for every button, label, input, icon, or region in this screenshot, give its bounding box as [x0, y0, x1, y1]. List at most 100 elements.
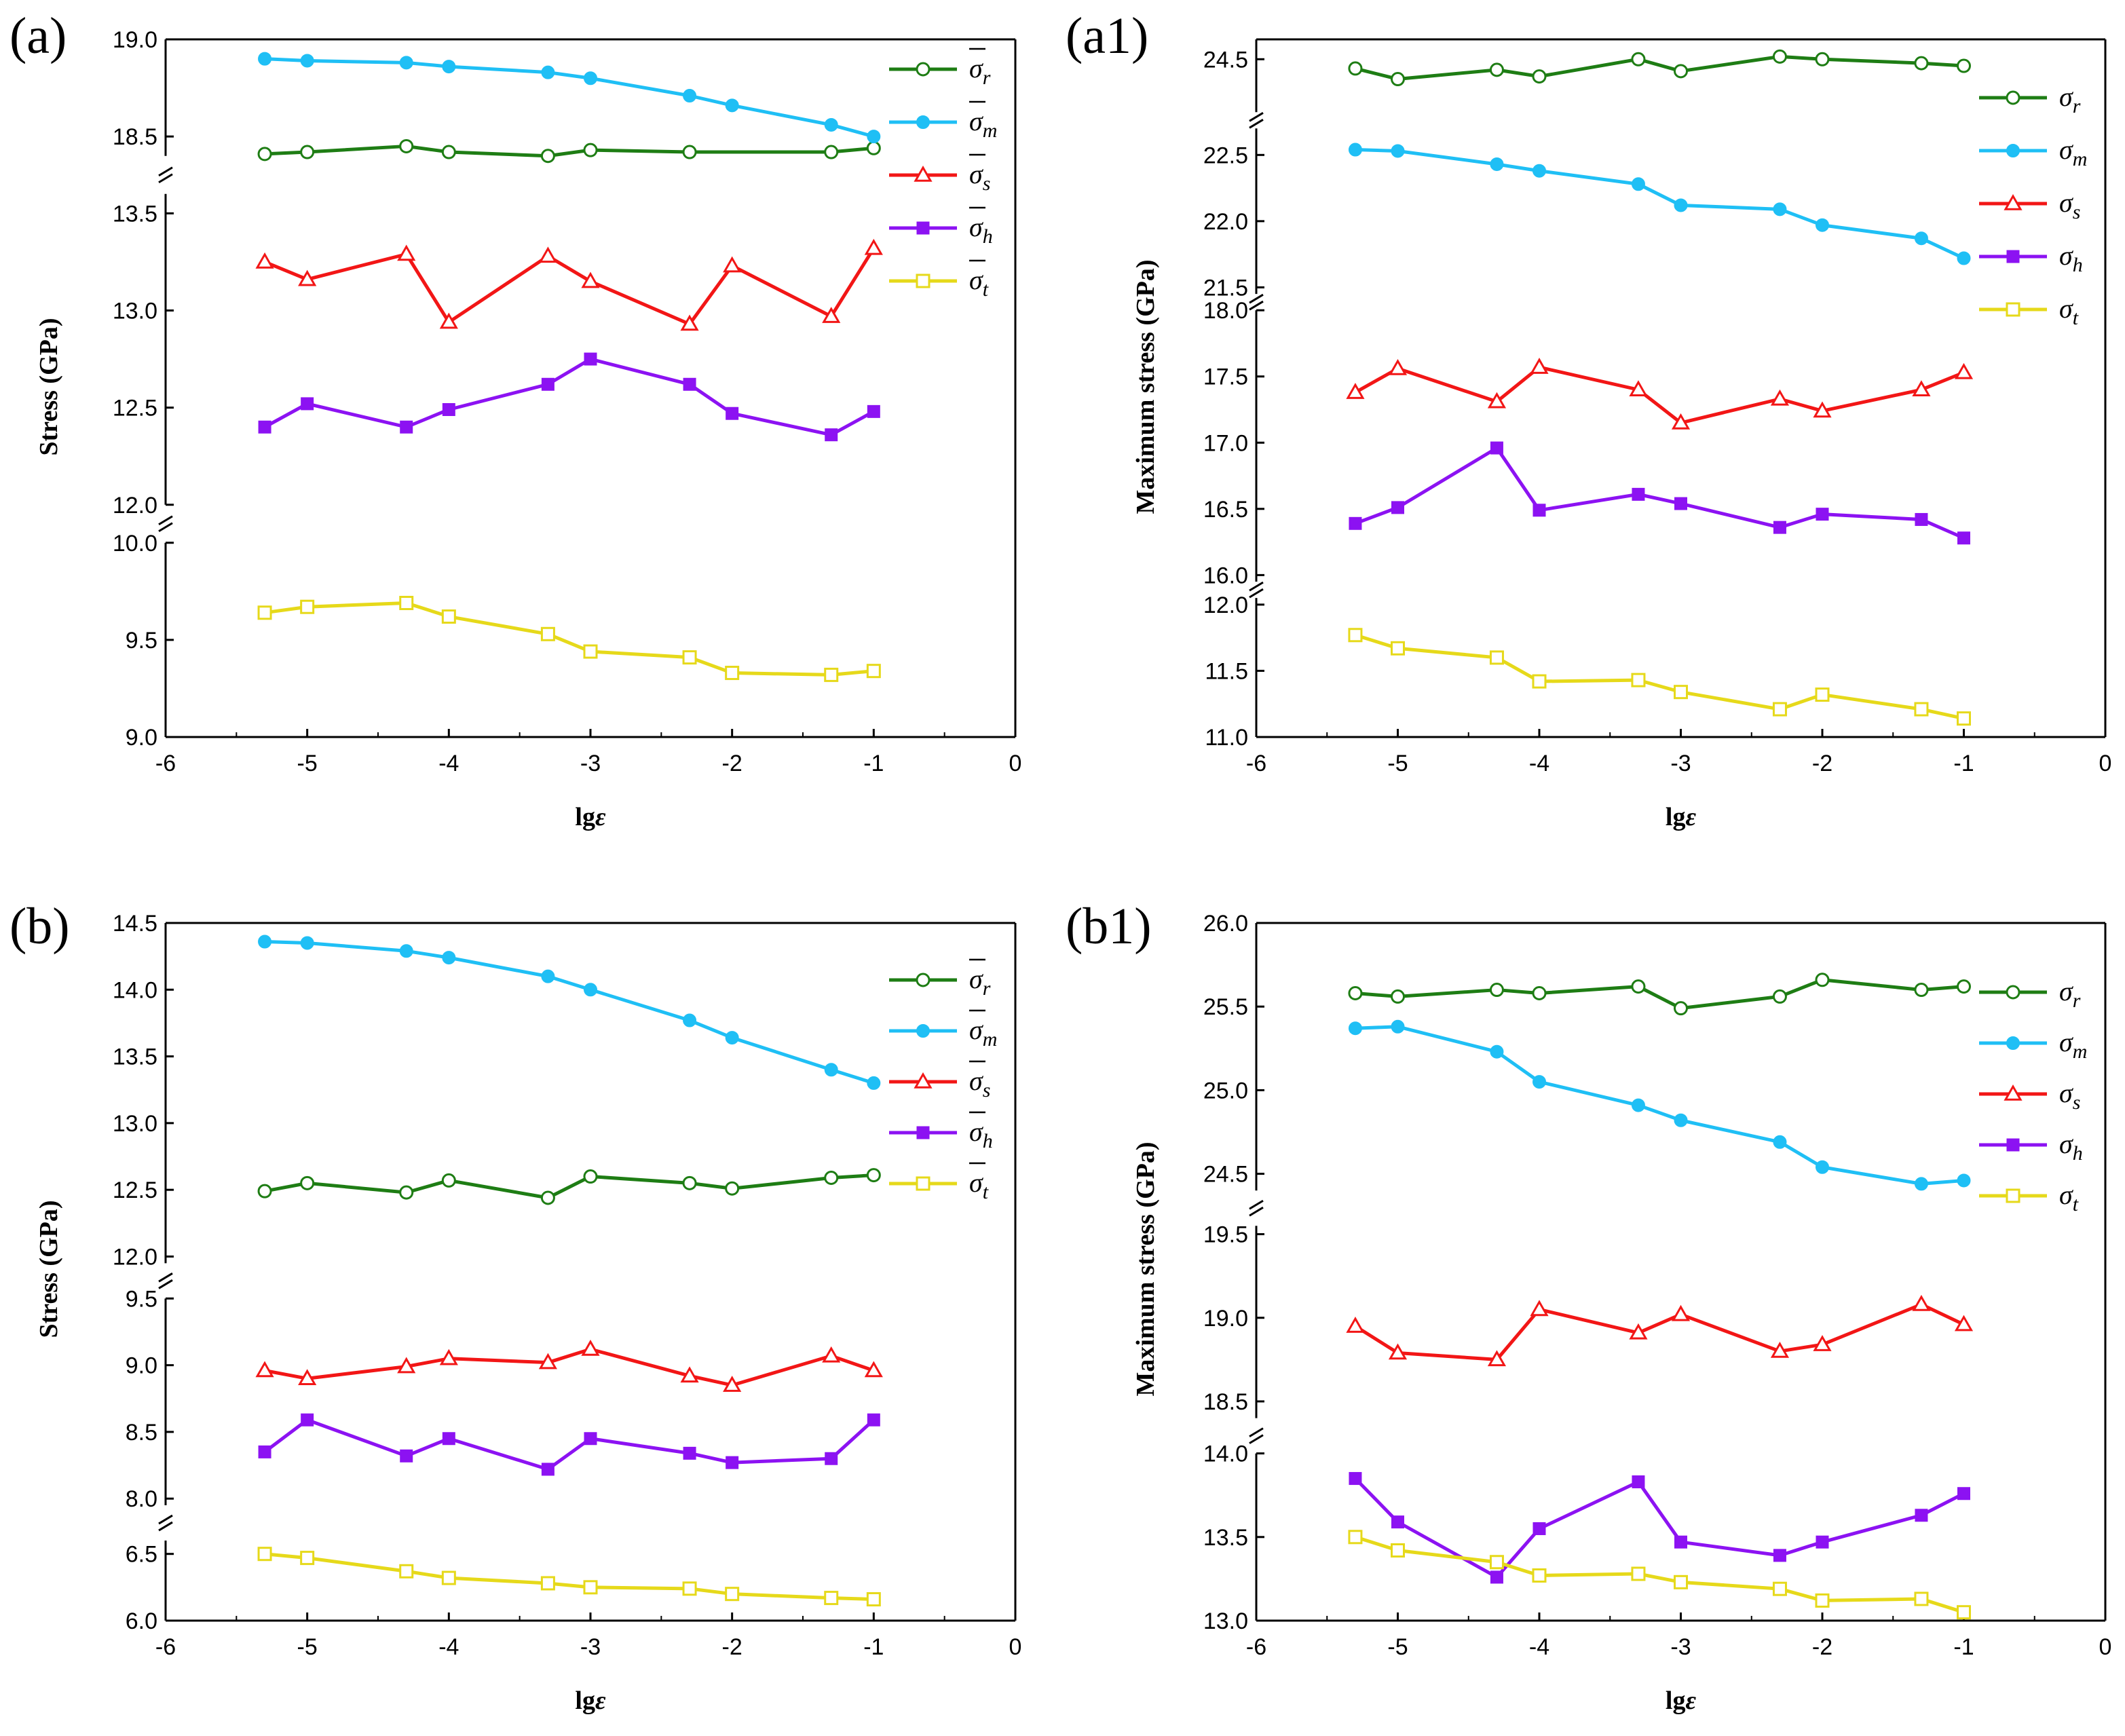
- data-point-h: [584, 1432, 597, 1446]
- y-tick-label: 13.5: [1203, 1525, 1248, 1551]
- y-tick-label: 6.0: [126, 1608, 157, 1634]
- data-point-h: [1915, 1509, 1928, 1522]
- data-point-h: [726, 407, 739, 420]
- x-axis-title-var: ε: [595, 803, 606, 831]
- data-point-h: [1532, 1522, 1546, 1535]
- data-point-h: [1773, 1549, 1786, 1562]
- data-point-t: [257, 1547, 272, 1562]
- data-point-h: [1349, 516, 1362, 530]
- series-s: [255, 1340, 883, 1392]
- legend-marker-s: [914, 165, 933, 182]
- data-point-m: [1773, 1135, 1787, 1149]
- data-point-s: [397, 244, 416, 261]
- series-line-s: [1354, 365, 1965, 425]
- legend-subscript: r: [2073, 95, 2081, 117]
- y-tick-label: 8.0: [126, 1486, 157, 1512]
- data-point-s: [864, 1361, 883, 1378]
- legend-label-m: σm: [2059, 1027, 2087, 1063]
- y-axis-title: Maximum stress (GPa): [1131, 259, 1160, 514]
- legend-label-h: σh: [969, 212, 993, 248]
- series-line-m: [264, 57, 874, 138]
- y-tick-label: 25.0: [1203, 1078, 1248, 1103]
- y-tick-label: 18.0: [1203, 298, 1248, 324]
- x-tick-label: -2: [722, 751, 742, 776]
- legend-symbol: σ: [2059, 134, 2073, 165]
- data-point-s: [255, 252, 274, 269]
- data-point-r: [1674, 1001, 1688, 1016]
- data-point-t: [1914, 1591, 1929, 1606]
- data-point-t: [540, 1576, 555, 1591]
- legend-marker-h: [916, 221, 930, 235]
- y-tick-label: 18.5: [113, 124, 157, 150]
- data-point-m: [683, 1013, 697, 1027]
- series-s: [255, 238, 883, 331]
- chart-panel-b1: 13.0 13.5 14.0 18.5 19.0 19.5 24.5 25.0 25.5 26.0…: [1066, 898, 2111, 1715]
- y-tick-label: 22.5: [1203, 143, 1248, 168]
- data-point-t: [399, 1564, 414, 1579]
- data-point-r: [1815, 973, 1830, 987]
- series-line-r: [264, 1173, 874, 1200]
- data-point-m: [258, 52, 272, 66]
- series-line-r: [1355, 978, 1964, 1011]
- data-point-s: [581, 271, 600, 288]
- series-s: [1346, 1295, 1974, 1367]
- data-point-h: [400, 420, 413, 434]
- y-tick-label: 12.0: [113, 493, 157, 518]
- series-line-h: [263, 357, 875, 437]
- data-point-t: [1674, 685, 1688, 700]
- data-point-s: [1813, 1335, 1832, 1351]
- y-axis-title: Maximum stress (GPa): [1131, 1141, 1160, 1396]
- data-point-s: [397, 1357, 416, 1374]
- x-tick-label: -2: [1812, 1634, 1832, 1660]
- legend-label-h: σh: [969, 1116, 993, 1152]
- data-point-h: [1773, 521, 1786, 534]
- data-point-s: [1346, 1317, 1365, 1333]
- legend-subscript: t: [983, 278, 989, 301]
- data-point-r: [1957, 979, 1971, 994]
- data-point-r: [441, 1173, 456, 1188]
- series-line-s: [264, 1347, 875, 1387]
- data-point-h: [1674, 497, 1687, 510]
- data-point-t: [1772, 702, 1787, 717]
- data-point-t: [583, 644, 598, 659]
- legend-marker-s: [2004, 1084, 2023, 1101]
- data-point-t: [1631, 1566, 1646, 1581]
- data-point-s: [822, 1346, 841, 1363]
- panel-label: (b1): [1066, 898, 1152, 955]
- legend-subscript: m: [2073, 1040, 2088, 1063]
- data-point-t: [1348, 1530, 1363, 1545]
- y-tick-label: 9.0: [126, 1353, 157, 1379]
- legend-marker-r: [2006, 985, 2020, 1000]
- series-s: [1346, 358, 1974, 430]
- data-point-m: [399, 56, 413, 70]
- axis-break-mark: [158, 1279, 173, 1289]
- legend-subscript: r: [983, 977, 991, 1000]
- data-point-m: [1816, 218, 1829, 232]
- data-point-s: [1629, 1323, 1648, 1340]
- x-tick-label: -4: [438, 1634, 459, 1660]
- data-point-s: [439, 1348, 458, 1365]
- series-line-s: [1354, 1302, 1965, 1361]
- legend-marker-h: [2006, 1138, 2020, 1152]
- data-point-m: [541, 969, 555, 983]
- panel-label: (a1): [1066, 7, 1148, 64]
- y-tick-label: 21.5: [1203, 275, 1248, 301]
- y-tick-label: 11.0: [1205, 725, 1248, 751]
- y-tick-label: 19.0: [1203, 1306, 1248, 1332]
- x-tick-label: -1: [1953, 751, 1974, 776]
- series-line-m: [1355, 148, 1965, 260]
- data-point-r: [866, 140, 881, 155]
- axis-break-mark: [158, 1521, 173, 1532]
- data-point-r: [583, 143, 598, 157]
- data-point-h: [683, 1446, 696, 1460]
- legend-marker-h: [916, 1126, 930, 1139]
- legend-subscript: r: [983, 67, 991, 89]
- legend-subscript: h: [983, 225, 993, 248]
- legend-label-r: σr: [969, 964, 991, 1000]
- legend-subscript: t: [2073, 1193, 2079, 1215]
- legend-marker-m: [916, 1024, 930, 1038]
- legend-subscript: s: [2073, 201, 2081, 223]
- data-point-t: [725, 1587, 740, 1602]
- data-point-h: [584, 352, 597, 366]
